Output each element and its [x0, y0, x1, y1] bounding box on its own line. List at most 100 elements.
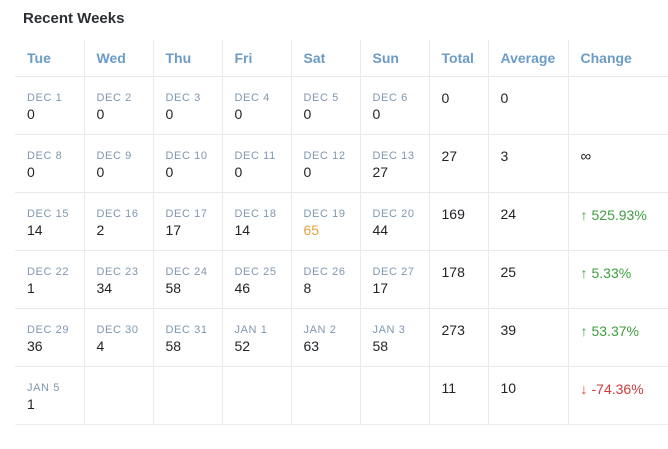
day-date-label: DEC 30 — [96, 324, 139, 336]
day-count: 63 — [303, 338, 320, 354]
table-row: DEC 22 1 DEC 23 34 DEC 24 58 DEC 25 46 DEC 26 8 DE… — [15, 250, 668, 309]
day-count: 8 — [303, 280, 312, 296]
day-date-label: DEC 1 — [27, 92, 63, 104]
week-change: ↓ -74.36% — [581, 381, 668, 397]
day-cell: DEC 29 36 — [15, 308, 84, 367]
change-value: ∞ — [580, 148, 592, 165]
day-cell — [359, 366, 429, 425]
total-cell: 0 — [428, 76, 488, 135]
day-date-label: DEC 17 — [165, 208, 208, 220]
day-cell: DEC 4 0 — [221, 76, 291, 135]
column-header-change: Change — [567, 40, 668, 77]
day-count: 58 — [165, 280, 182, 296]
total-cell: 273 — [428, 308, 488, 367]
column-header-sat: Sat — [290, 40, 360, 77]
day-cell: DEC 24 58 — [152, 250, 222, 309]
day-date-label: JAN 5 — [27, 382, 60, 394]
day-date-label: DEC 22 — [27, 266, 70, 278]
arrow-up-icon: ↑ — [580, 207, 588, 223]
day-count: 0 — [27, 164, 35, 180]
table-row: DEC 15 14 DEC 16 2 DEC 17 17 DEC 18 14 DEC 19 65 D… — [15, 192, 668, 251]
week-average: 10 — [500, 380, 517, 396]
day-count: 44 — [372, 222, 389, 238]
day-cell: DEC 10 0 — [152, 134, 222, 193]
column-header-sun: Sun — [359, 40, 429, 77]
day-cell: DEC 22 1 — [15, 250, 84, 309]
day-count: 17 — [165, 222, 182, 238]
day-date-label: DEC 9 — [96, 150, 132, 162]
day-date-label: DEC 16 — [96, 208, 139, 220]
day-count: 4 — [96, 338, 105, 354]
day-cell: JAN 2 63 — [290, 308, 360, 367]
panel-title: Recent Weeks — [23, 10, 125, 27]
day-count: 46 — [234, 280, 251, 296]
day-cell: DEC 20 44 — [359, 192, 429, 251]
day-cell: DEC 15 14 — [15, 192, 84, 251]
day-cell: DEC 19 65 — [290, 192, 360, 251]
day-date-label: DEC 15 — [27, 208, 70, 220]
change-cell: ↓ -74.36% — [567, 366, 668, 425]
day-count: 14 — [27, 222, 43, 238]
day-cell: DEC 27 17 — [359, 250, 429, 309]
table-row: DEC 1 0 DEC 2 0 DEC 3 0 DEC 4 0 DEC 5 0 DEC 6 0 0 0 — [15, 76, 668, 135]
change-cell — [567, 76, 668, 135]
week-total: 178 — [441, 264, 465, 280]
day-cell: JAN 1 52 — [221, 308, 291, 367]
week-average: 3 — [500, 148, 509, 164]
day-cell: DEC 12 0 — [290, 134, 360, 193]
day-date-label: JAN 1 — [234, 324, 268, 336]
column-header-wed: Wed — [83, 40, 153, 77]
day-count: 14 — [234, 222, 251, 238]
table-row: DEC 29 36 DEC 30 4 DEC 31 58 JAN 1 52 JAN 2 63 JAN… — [15, 308, 668, 367]
week-average: 0 — [500, 90, 509, 106]
day-count: 0 — [234, 106, 243, 122]
day-count: 17 — [372, 280, 389, 296]
day-count: 34 — [96, 280, 113, 296]
column-header-average: Average — [487, 40, 568, 77]
day-date-label: JAN 2 — [303, 324, 337, 336]
day-count: 0 — [303, 164, 312, 180]
table-row: JAN 5 1 11 10 ↓ -74.36% — [15, 366, 668, 425]
day-cell: DEC 16 2 — [83, 192, 153, 251]
day-cell — [290, 366, 360, 425]
change-cell: ↑ 5.33% — [567, 250, 668, 309]
table-body: DEC 1 0 DEC 2 0 DEC 3 0 DEC 4 0 DEC 5 0 DEC 6 0 0 0 DE… — [15, 76, 668, 425]
day-cell: DEC 9 0 — [83, 134, 153, 193]
week-total: 273 — [441, 322, 465, 338]
week-change: ↑ 53.37% — [581, 323, 668, 339]
week-average: 39 — [500, 322, 517, 338]
day-count: 0 — [96, 106, 105, 122]
change-value: 5.33% — [591, 265, 632, 281]
week-average: 24 — [500, 206, 517, 222]
day-date-label: DEC 26 — [303, 266, 346, 278]
day-cell: DEC 3 0 — [152, 76, 222, 135]
day-cell: DEC 18 14 — [221, 192, 291, 251]
day-count: 0 — [165, 106, 174, 122]
day-count: 58 — [372, 338, 389, 354]
day-cell: JAN 3 58 — [359, 308, 429, 367]
week-change: ∞ — [581, 149, 668, 165]
table-header-row: Tue Wed Thu Fri Sat Sun Total Average Ch… — [15, 40, 668, 77]
week-total: 169 — [441, 206, 465, 222]
day-count: 27 — [372, 164, 389, 180]
week-total: 11 — [441, 380, 457, 396]
day-cell: DEC 1 0 — [15, 76, 84, 135]
day-count: 0 — [96, 164, 105, 180]
day-date-label: DEC 25 — [234, 266, 277, 278]
day-count: 0 — [165, 164, 174, 180]
arrow-up-icon: ↑ — [580, 323, 588, 339]
day-cell: DEC 17 17 — [152, 192, 222, 251]
day-count: 36 — [27, 338, 43, 354]
recent-weeks-table: Tue Wed Thu Fri Sat Sun Total Average Ch… — [15, 40, 668, 425]
column-header-fri: Fri — [221, 40, 291, 77]
day-date-label: DEC 3 — [165, 92, 201, 104]
day-cell — [83, 366, 153, 425]
day-count: 0 — [234, 164, 243, 180]
day-count-highlighted: 65 — [303, 222, 320, 238]
change-value: -74.36% — [591, 381, 644, 397]
day-cell: DEC 30 4 — [83, 308, 153, 367]
day-cell: DEC 25 46 — [221, 250, 291, 309]
day-date-label: DEC 12 — [303, 150, 346, 162]
change-cell: ↑ 53.37% — [567, 308, 668, 367]
